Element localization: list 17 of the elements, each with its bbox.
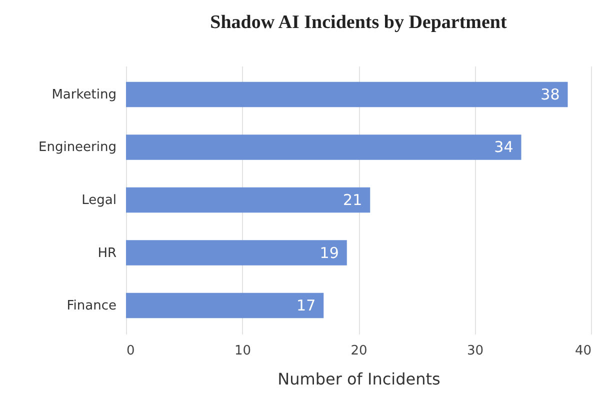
- x-tick-label: 30: [466, 344, 484, 358]
- x-tick-label: 40: [574, 344, 592, 358]
- data-label: 34: [494, 138, 514, 156]
- data-label: 21: [343, 191, 362, 209]
- x-tick-label: 20: [350, 344, 368, 358]
- y-tick-label: Legal: [82, 193, 116, 208]
- y-tick-label: Marketing: [52, 87, 116, 102]
- data-label: 17: [296, 296, 316, 315]
- y-tick-label: HR: [98, 246, 116, 261]
- data-label: 38: [540, 85, 560, 104]
- x-tick-label: 10: [234, 344, 252, 358]
- x-tick-label: 0: [126, 344, 135, 358]
- data-label: 19: [320, 244, 339, 262]
- chart-title: Shadow AI Incidents by Department: [210, 12, 508, 33]
- y-tick-label: Engineering: [38, 140, 116, 156]
- x-axis-title: Number of Incidents: [278, 370, 440, 388]
- y-tick-label: Finance: [66, 298, 116, 314]
